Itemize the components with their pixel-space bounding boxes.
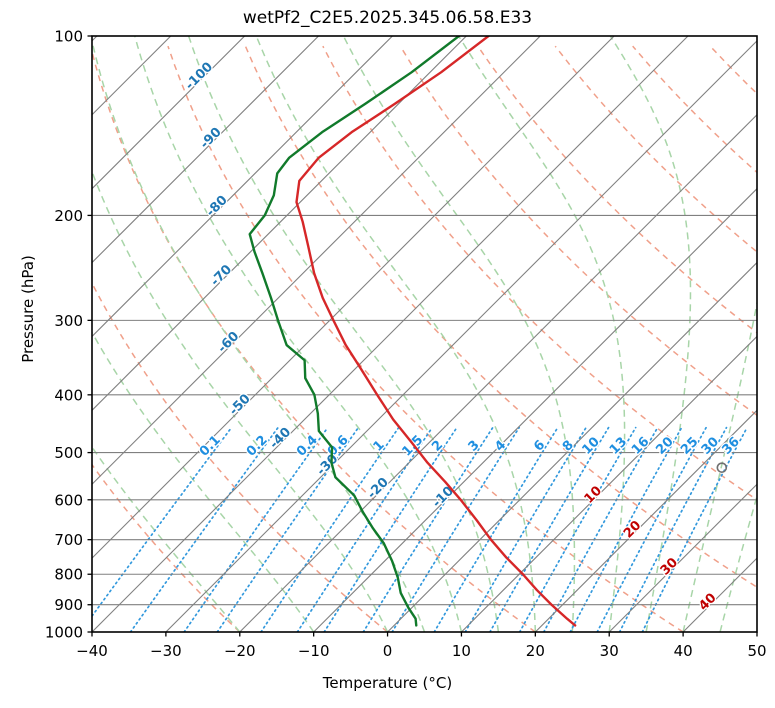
y-tick-label: 600: [54, 491, 83, 509]
dry-adiabat-line: [477, 45, 757, 334]
y-tick-label: 200: [54, 207, 83, 225]
x-tick-label: 40: [674, 642, 693, 660]
profile-group: [248, 36, 577, 627]
isotherm-line: [92, 36, 467, 412]
moist-adiabat-line: [682, 299, 757, 632]
isotherm-line: [534, 409, 757, 632]
plot-border: [91, 35, 758, 633]
isotherm-line: [92, 36, 689, 632]
moist-adiabat-line: [342, 36, 576, 632]
mixing-ratio-line: [542, 426, 659, 632]
isotherm-line: [608, 483, 757, 632]
profile-temperature: [295, 36, 577, 627]
lcl-marker: [716, 462, 728, 473]
moist-adiabat-group: [92, 36, 757, 632]
mixing-ratio-line: [129, 426, 279, 632]
mixing-ratio-line: [618, 426, 728, 632]
mixing-ratio-line: [92, 426, 233, 618]
mixing-ratio-group: [92, 426, 748, 632]
x-tick-label: 20: [526, 642, 545, 660]
mixing-ratio-line: [433, 426, 559, 632]
page-title: wetPf2_C2E5.2025.345.06.58.E33: [242, 8, 533, 28]
dry-adiabat-line: [244, 45, 757, 589]
x-tick-label: −20: [224, 642, 256, 660]
marker-group: [716, 462, 728, 473]
x-tick-label: 50: [747, 642, 766, 660]
y-tick-label: 400: [54, 386, 83, 404]
dry-adiabat-line: [92, 48, 536, 632]
y-tick-label: 300: [54, 312, 83, 330]
moist-adiabat-line: [756, 629, 757, 632]
y-tick-label: 800: [54, 566, 83, 584]
mixing-ratio-line: [518, 426, 637, 632]
dry-adiabat-line: [92, 463, 241, 632]
isotherm-line: [92, 36, 246, 190]
mixing-ratio-line: [464, 426, 587, 632]
plot-background: [92, 36, 757, 632]
moist-adiabat-line: [609, 36, 692, 632]
x-tick-label: −30: [150, 642, 182, 660]
mixing-ratio-line: [216, 426, 360, 632]
x-tick-label: −10: [298, 642, 330, 660]
x-tick-label: 30: [600, 642, 619, 660]
isotherm-line: [92, 36, 541, 486]
y-tick-label: 700: [54, 531, 83, 549]
y-tick-label: 900: [54, 596, 83, 614]
dry-adiabat-line: [167, 45, 684, 632]
moist-adiabat-line: [134, 36, 463, 632]
mixing-ratio-line: [323, 426, 458, 632]
dry-adiabat-line: [322, 45, 757, 501]
isotherm-line: [165, 40, 757, 632]
y-tick-label: 1000: [45, 624, 83, 642]
isotherm-line: [461, 335, 757, 632]
mixing-ratio-line: [260, 426, 400, 632]
y-tick-label: 500: [54, 444, 83, 462]
isotherm-line: [756, 631, 757, 632]
isobar-group: [92, 36, 757, 632]
isotherm-line: [92, 36, 615, 559]
isotherm-line: [239, 113, 757, 632]
x-tick-label: −40: [76, 642, 108, 660]
mixing-ratio-line: [183, 426, 329, 632]
moist-adiabat-line: [92, 445, 241, 632]
mixing-ratio-line: [362, 426, 494, 632]
moist-adiabat-line: [458, 36, 626, 632]
y-axis-label: Pressure (hPa): [19, 255, 37, 363]
mixing-ratio-line: [296, 426, 434, 632]
mixing-ratio-line: [641, 426, 748, 632]
moist-adiabat-line: [187, 36, 500, 632]
dry-adiabat-group: [92, 45, 757, 632]
x-tick-label: 10: [452, 642, 471, 660]
x-axis-label: Temperature (°C): [322, 674, 453, 692]
profile-dewpoint: [248, 36, 461, 627]
y-tick-label: 100: [54, 28, 83, 46]
moist-adiabat-line: [92, 169, 389, 632]
mixing-ratio-line: [391, 426, 520, 632]
dry-adiabat-line: [92, 281, 389, 632]
moist-adiabat-line: [92, 37, 426, 632]
moist-adiabat-line: [255, 36, 537, 632]
mixing-ratio-line: [489, 426, 610, 632]
isotherm-line: [92, 36, 319, 264]
isotherm-line: [92, 36, 393, 338]
x-tick-label: 0: [383, 642, 393, 660]
moist-adiabat-line: [92, 330, 315, 632]
isotherm-line: [313, 187, 757, 632]
